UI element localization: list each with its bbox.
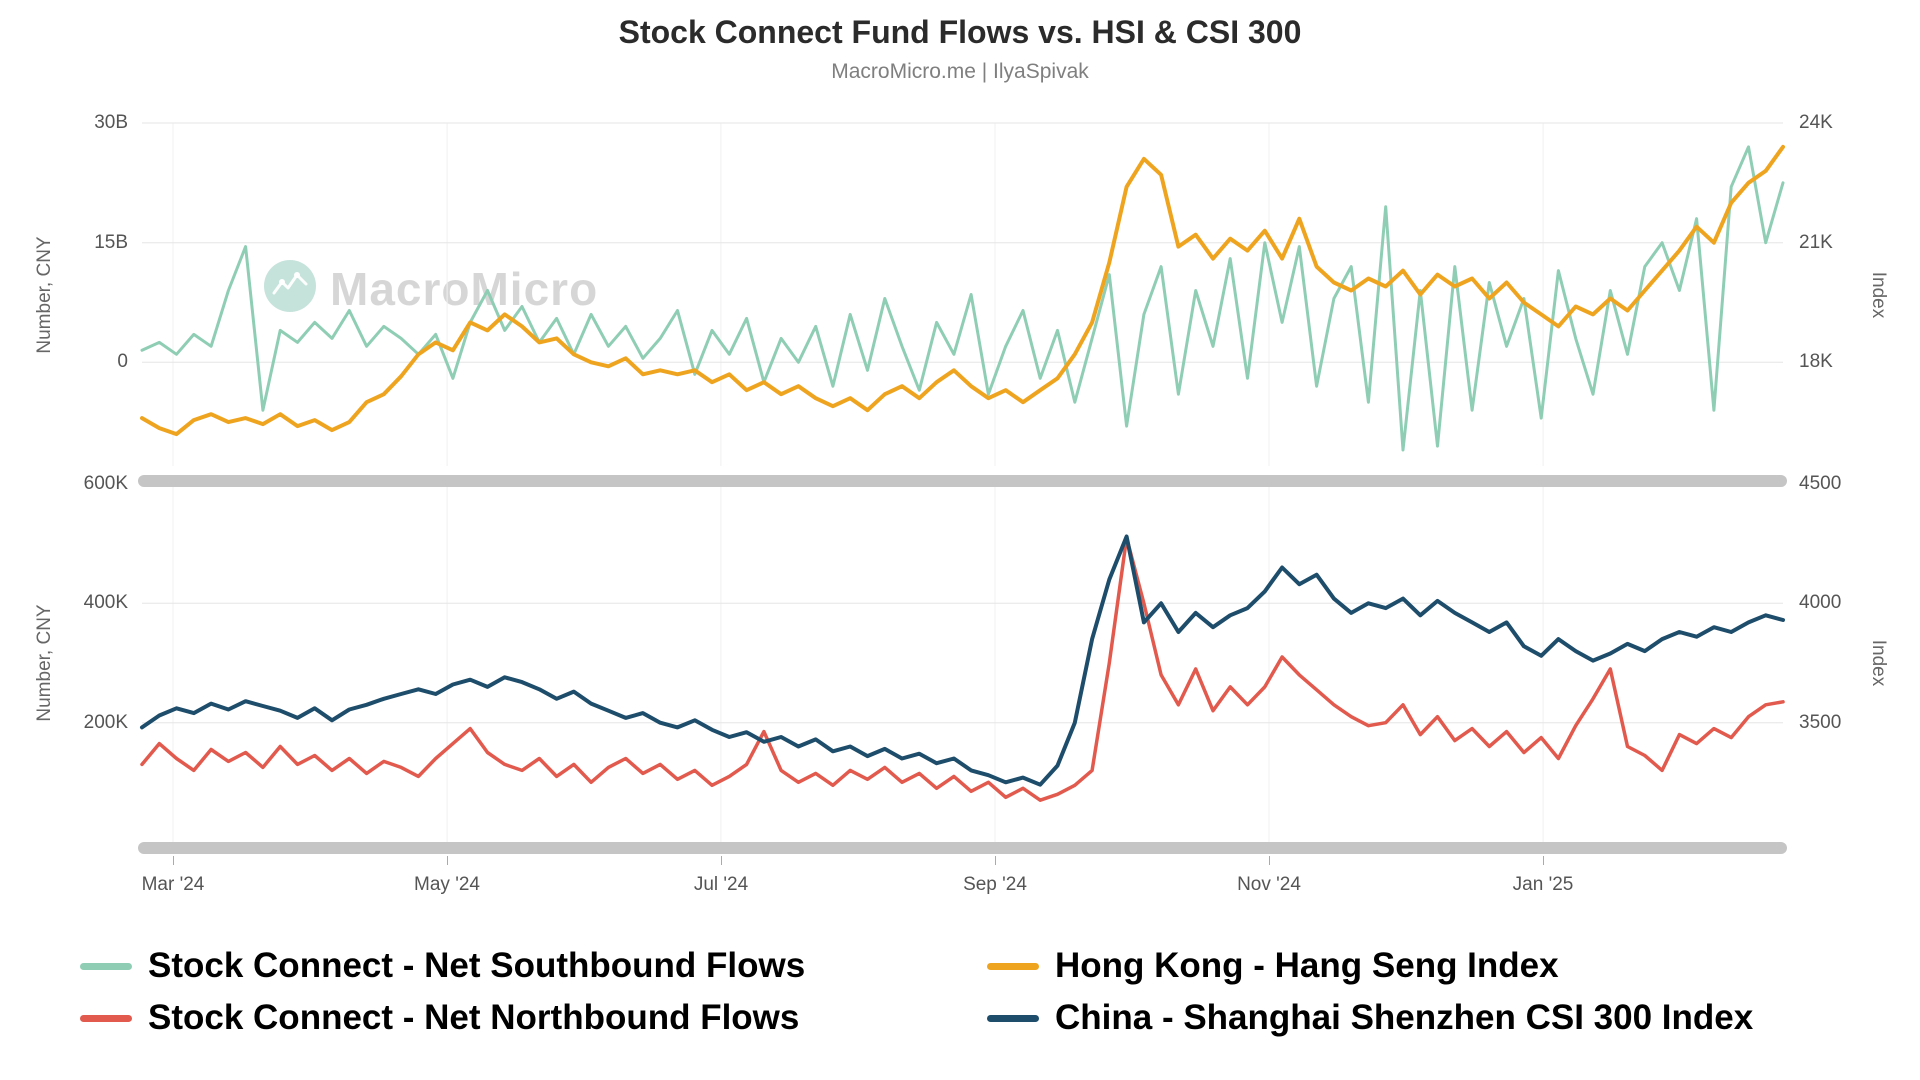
legend-item-hang-seng[interactable]: Hong Kong - Hang Seng Index: [987, 946, 1753, 986]
x-tick-label: Nov '24: [1237, 874, 1301, 895]
y-tick-label: 600K: [83, 473, 128, 494]
legend-label: Stock Connect - Net Northbound Flows: [148, 998, 800, 1037]
legend-swatch-northbound: [80, 1014, 132, 1022]
legend-label: Stock Connect - Net Southbound Flows: [148, 946, 806, 985]
y-tick-label: 15B: [94, 232, 128, 253]
y-tick-label: 30B: [94, 112, 128, 133]
bottom-left-axis-title: Number, CNY: [34, 604, 55, 722]
top-chart-plot[interactable]: [140, 122, 1785, 466]
series-line-hong-kong-hang-seng-index[interactable]: [140, 144, 1785, 437]
legend-swatch-csi300: [987, 1014, 1039, 1022]
range-scrollbar-top[interactable]: [138, 475, 1787, 487]
legend-item-csi300[interactable]: China - Shanghai Shenzhen CSI 300 Index: [987, 998, 1753, 1038]
x-tick-mark: [173, 856, 174, 865]
y-tick-label: 24K: [1799, 112, 1833, 133]
y-tick-label: 400K: [83, 592, 128, 613]
bottom-chart-plot[interactable]: [140, 483, 1785, 842]
y-tick-label: 4000: [1799, 592, 1842, 613]
x-tick-mark: [1269, 856, 1270, 865]
x-tick-label: Jul '24: [693, 874, 749, 895]
x-tick-label: Jan '25: [1512, 874, 1574, 895]
legend-item-southbound-flows[interactable]: Stock Connect - Net Southbound Flows: [80, 946, 987, 986]
legend-label: Hong Kong - Hang Seng Index: [1055, 946, 1559, 985]
chart-subtitle: MacroMicro.me | IlyaSpivak: [831, 60, 1089, 83]
x-tick-mark: [1543, 856, 1544, 865]
y-tick-label: 200K: [83, 712, 128, 733]
x-tick-mark: [995, 856, 996, 865]
y-tick-label: 3500: [1799, 712, 1842, 733]
range-scrollbar-bottom[interactable]: [138, 842, 1787, 854]
y-tick-label: 0: [117, 351, 128, 372]
x-axis-tick-marks: [142, 856, 1783, 866]
x-tick-label: Sep '24: [963, 874, 1027, 895]
x-axis-labels: Mar '24 May '24 Jul '24 Sep '24 Nov '24 …: [142, 874, 1783, 900]
legend-item-northbound-flows[interactable]: Stock Connect - Net Northbound Flows: [80, 998, 987, 1038]
series-line-stock-connect-net-southbound-flows[interactable]: [140, 145, 1785, 452]
x-tick-mark: [447, 856, 448, 865]
y-tick-label: 21K: [1799, 232, 1833, 253]
legend: Stock Connect - Net Southbound Flows Hon…: [80, 946, 1753, 1038]
legend-swatch-southbound: [80, 962, 132, 970]
legend-swatch-hang-seng: [987, 962, 1039, 970]
series-line-china-shanghai-shenzhen-csi-300-index[interactable]: [140, 534, 1785, 787]
top-left-axis-title: Number, CNY: [34, 236, 55, 354]
x-tick-mark: [721, 856, 722, 865]
y-tick-label: 4500: [1799, 473, 1842, 494]
x-tick-label: Mar '24: [141, 874, 205, 895]
chart-title: Stock Connect Fund Flows vs. HSI & CSI 3…: [618, 14, 1302, 50]
y-tick-label: 18K: [1799, 351, 1833, 372]
series-line-stock-connect-net-northbound-flows[interactable]: [140, 535, 1785, 802]
legend-label: China - Shanghai Shenzhen CSI 300 Index: [1055, 998, 1754, 1037]
x-tick-label: May '24: [414, 874, 480, 895]
